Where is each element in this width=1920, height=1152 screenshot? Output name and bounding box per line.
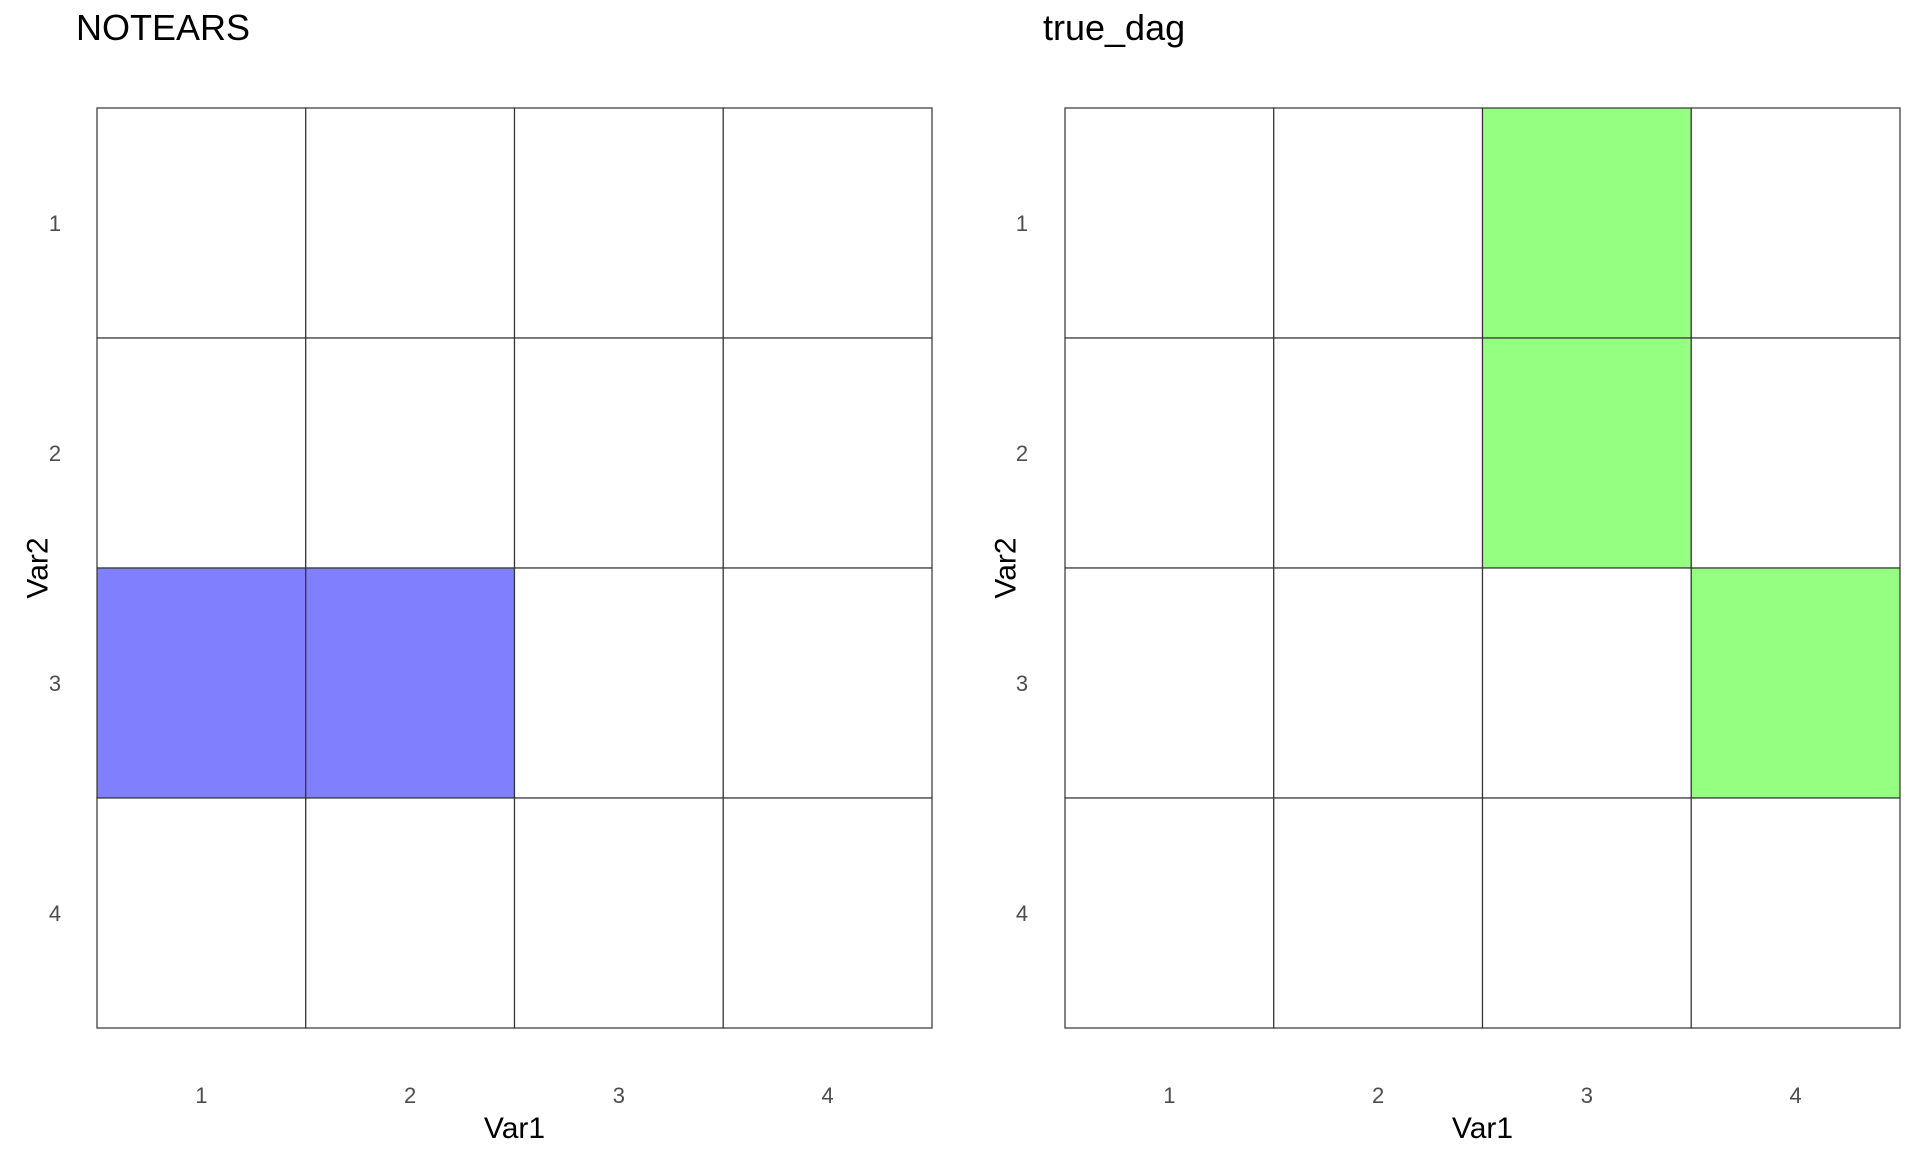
- heatmap-cell: [1273, 567, 1484, 799]
- x-tick-label: 3: [1581, 1083, 1593, 1108]
- notears-panel: NOTEARS 1 2 3 4 1 2 3 4 Var1 Var2: [22, 7, 933, 1145]
- heatmap-cell: [96, 107, 307, 339]
- heatmap-cell: [1690, 797, 1901, 1029]
- panel-title: true_dag: [1043, 7, 1185, 48]
- y-axis-title: Var2: [22, 537, 55, 598]
- x-tick-label: 4: [1790, 1083, 1802, 1108]
- heatmap-cell: [513, 797, 724, 1029]
- x-tick-label: 2: [404, 1083, 416, 1108]
- x-tick-label: 1: [1163, 1083, 1175, 1108]
- heatmap-cell: [722, 107, 933, 339]
- heatmap-cell: [513, 107, 724, 339]
- panel-title: NOTEARS: [76, 7, 250, 48]
- y-tick-label: 1: [1016, 211, 1028, 236]
- heatmap-cell: [1690, 337, 1901, 569]
- y-tick-label: 1: [49, 211, 61, 236]
- y-tick-label: 2: [1016, 441, 1028, 466]
- heatmap-cell: [1273, 797, 1484, 1029]
- heatmap-cell: [96, 337, 307, 569]
- heatmap-cell-filled: [305, 567, 516, 799]
- y-tick-label: 3: [1016, 671, 1028, 696]
- heatmap-cell: [1273, 107, 1484, 339]
- x-axis-title: Var1: [1452, 1112, 1513, 1145]
- x-tick-label: 1: [195, 1083, 207, 1108]
- heatmap-cell: [1064, 797, 1275, 1029]
- heatmap-cell: [1064, 567, 1275, 799]
- y-axis-title: Var2: [990, 537, 1023, 598]
- y-tick-label: 4: [1016, 901, 1028, 926]
- heatmap-cell: [722, 337, 933, 569]
- heatmap-cell: [722, 567, 933, 799]
- heatmap-cell-filled: [96, 567, 307, 799]
- heatmap-cell: [305, 107, 516, 339]
- heatmap-cell: [1481, 567, 1692, 799]
- true-dag-panel: true_dag 1 2 3 4 1 2 3 4 Var1 Var2: [990, 7, 1901, 1145]
- x-axis-title: Var1: [484, 1112, 545, 1145]
- y-tick-label: 4: [49, 901, 61, 926]
- heatmap-cell: [1273, 337, 1484, 569]
- heatmap-cell-filled: [1690, 567, 1901, 799]
- heatmap-cell-filled: [1481, 107, 1692, 339]
- heatmap-cell: [1690, 107, 1901, 339]
- x-tick-label: 3: [613, 1083, 625, 1108]
- heatmap-cell: [305, 797, 516, 1029]
- heatmap-cell: [1064, 337, 1275, 569]
- heatmap-cell: [1064, 107, 1275, 339]
- x-tick-label: 2: [1372, 1083, 1384, 1108]
- heatmap-cell: [722, 797, 933, 1029]
- heatmap-cell: [96, 797, 307, 1029]
- x-tick-label: 4: [822, 1083, 834, 1108]
- heatmap-cell: [305, 337, 516, 569]
- heatmap-cell-filled: [1481, 337, 1692, 569]
- y-tick-label: 2: [49, 441, 61, 466]
- heatmap-cell: [1481, 797, 1692, 1029]
- heatmap-cell: [513, 567, 724, 799]
- y-tick-label: 3: [49, 671, 61, 696]
- heatmap-cell: [513, 337, 724, 569]
